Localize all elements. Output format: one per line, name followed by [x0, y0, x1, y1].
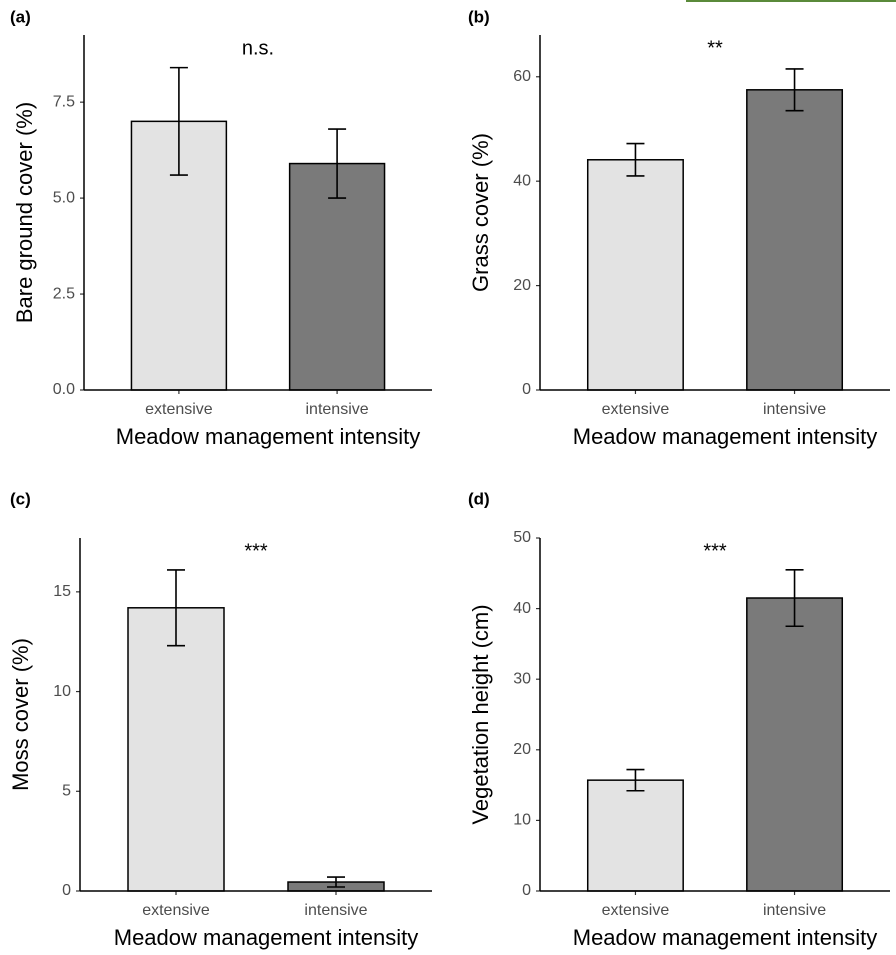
annotation: n.s. — [242, 37, 274, 59]
y-axis-title: Moss cover (%) — [8, 638, 33, 791]
y-tick-label: 15 — [53, 583, 71, 600]
error-bar — [328, 128, 347, 199]
x-tick-label: extensive — [142, 902, 210, 919]
y-axis-title: Vegetation height (cm) — [468, 604, 493, 824]
x-axis-title: Meadow management intensity — [116, 424, 421, 449]
x-tick-label: extensive — [602, 902, 670, 919]
annotation: *** — [244, 540, 268, 562]
y-axis-title: Grass cover (%) — [468, 133, 493, 292]
y-tick-label: 20 — [513, 277, 531, 294]
y-tick-label: 0 — [522, 381, 531, 398]
x-tick-label: extensive — [145, 401, 213, 418]
y-tick-label: 0 — [522, 882, 531, 899]
bar — [586, 779, 684, 892]
y-tick-label: 7.5 — [53, 93, 75, 110]
error-bar — [626, 768, 645, 792]
x-axis-title: Meadow management intensity — [573, 424, 878, 449]
y-tick-label: 2.5 — [53, 285, 75, 302]
y-tick-label: 40 — [513, 600, 531, 617]
x-axis-title: Meadow management intensity — [573, 925, 878, 950]
y-tick-label: 5 — [62, 783, 71, 800]
panel-label: (d) — [468, 489, 490, 508]
y-tick-label: 10 — [53, 683, 71, 700]
panel-label: (c) — [10, 489, 31, 508]
y-tick-label: 10 — [513, 812, 531, 829]
bar — [586, 159, 684, 391]
x-tick-label: intensive — [304, 902, 367, 919]
error-bar — [169, 66, 188, 176]
x-axis-title: Meadow management intensity — [114, 925, 419, 950]
error-bar — [327, 876, 345, 888]
y-axis-title: Bare ground cover (%) — [12, 102, 37, 323]
x-tick-label: extensive — [602, 401, 670, 418]
annotation: *** — [703, 540, 727, 562]
y-tick-label: 30 — [513, 670, 531, 687]
y-tick-label: 20 — [513, 741, 531, 758]
bar — [127, 607, 225, 892]
bar — [746, 89, 844, 391]
bar — [746, 597, 844, 892]
x-tick-label: intensive — [763, 902, 826, 919]
panel-label: (a) — [10, 7, 31, 26]
error-bar — [167, 569, 185, 647]
y-tick-label: 60 — [513, 68, 531, 85]
error-bar — [785, 68, 804, 112]
error-bar — [785, 568, 804, 628]
error-bar — [626, 142, 645, 177]
x-tick-label: intensive — [763, 401, 826, 418]
y-tick-label: 5.0 — [53, 189, 75, 206]
y-tick-label: 0.0 — [53, 381, 75, 398]
y-tick-label: 50 — [513, 529, 531, 546]
x-tick-label: intensive — [306, 401, 369, 418]
annotation: ** — [707, 37, 723, 59]
y-tick-label: 40 — [513, 172, 531, 189]
y-tick-label: 0 — [62, 882, 71, 899]
panel-label: (b) — [468, 7, 490, 26]
